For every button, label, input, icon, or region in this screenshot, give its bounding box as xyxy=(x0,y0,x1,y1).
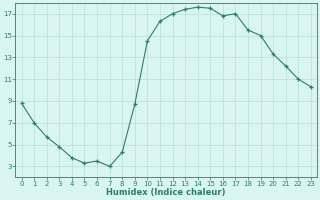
X-axis label: Humidex (Indice chaleur): Humidex (Indice chaleur) xyxy=(107,188,226,197)
